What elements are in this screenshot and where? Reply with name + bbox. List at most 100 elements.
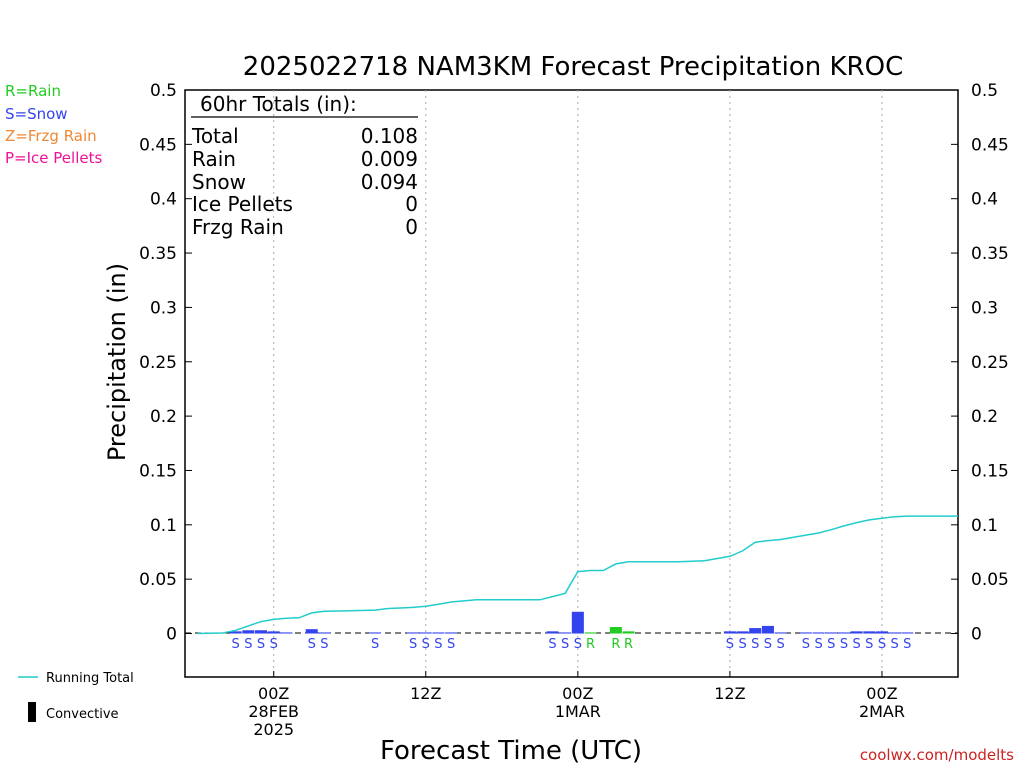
totals-box: 60hr Totals (in): Total 0.108 Rain 0.009… [191, 92, 418, 239]
totals-header: 60hr Totals (in): [200, 92, 357, 116]
totals-row-label: Frzg Rain [192, 215, 284, 239]
totals-row-label: Total [191, 124, 239, 148]
precip-bars [229, 611, 914, 634]
precip-type-label: S [409, 637, 417, 652]
precip-bar [850, 631, 863, 634]
precip-type-label: R [611, 637, 620, 652]
precip-type-label: R [586, 637, 595, 652]
x-tick-label: 00Z [562, 684, 593, 703]
chart-title: 2025022718 NAM3KM Forecast Precipitation… [243, 52, 903, 82]
precip-bar [546, 631, 559, 634]
x-tick-label: 12Z [714, 684, 745, 703]
y-tick-label-right: 0.15 [971, 461, 1009, 481]
precip-type-label: S [814, 637, 822, 652]
y-tick-label-right: 0.45 [971, 135, 1009, 155]
y-tick-label: 0.05 [139, 570, 177, 590]
precip-type-label: S [840, 637, 848, 652]
precip-type-label: R [624, 637, 633, 652]
precip-type-label: S [320, 637, 328, 652]
precip-type-label: S [852, 637, 860, 652]
precip-bar [267, 631, 280, 634]
x-tick-label: 12Z [410, 684, 441, 703]
y-tick-label: 0.15 [139, 461, 177, 481]
precip-type-label: S [764, 637, 772, 652]
running-total-line [197, 515, 958, 635]
series-legend: Running Total Convective [18, 671, 134, 722]
precip-bar [305, 629, 318, 634]
y-tick-label-right: 0.5 [971, 81, 998, 101]
precip-bar [875, 631, 888, 634]
precip-bar [571, 611, 584, 634]
precip-type-label: S [308, 637, 316, 652]
totals-row-value: 0 [405, 215, 418, 239]
precip-bar [622, 631, 635, 634]
x-tick-label: 2025 [253, 720, 294, 739]
y-tick-label-right: 0.3 [971, 298, 998, 318]
precip-type-label: S [257, 637, 265, 652]
precip-bar [280, 632, 293, 634]
precip-bar [609, 626, 622, 634]
precip-type-label: S [422, 637, 430, 652]
precip-type-label: S [751, 637, 759, 652]
precip-type-label: S [865, 637, 873, 652]
precip-bar [799, 632, 812, 634]
totals-row-label: Ice Pellets [192, 192, 293, 216]
precip-type-label: S [776, 637, 784, 652]
precip-type-label: S [726, 637, 734, 652]
precip-type-label: S [371, 637, 379, 652]
y-axis-left: 0 0.05 0.1 0.15 0.2 0.25 0.3 0.35 0.4 0.45 0.5 [139, 81, 192, 645]
precip-bar [825, 632, 838, 634]
y-tick-label: 0.1 [150, 516, 177, 536]
precip-type-label: S [244, 637, 252, 652]
y-axis-right: 0 0.05 0.1 0.15 0.2 0.25 0.3 0.35 0.4 0.45 0.5 [951, 81, 1009, 645]
y-tick-label: 0.4 [150, 190, 177, 210]
precip-type-label: S [561, 637, 569, 652]
precip-bar [723, 631, 736, 634]
key-snow-label: S=Snow [5, 105, 68, 123]
x-tick-label: 28FEB [248, 702, 299, 721]
totals-row-label: Rain [192, 147, 236, 171]
precip-bar [407, 632, 420, 634]
key-frzg-rain-label: Z=Frzg Rain [5, 127, 97, 145]
y-tick-label: 0.25 [139, 353, 177, 373]
precip-bar [863, 631, 876, 634]
totals-row-value: 0.108 [361, 124, 418, 148]
precip-bar [774, 632, 787, 634]
precip-bar [559, 632, 572, 634]
precip-bar [255, 630, 268, 634]
grid-lines [273, 90, 883, 677]
precip-type-label: S [827, 637, 835, 652]
y-tick-label-right: 0.2 [971, 407, 998, 427]
precip-type-label: S [802, 637, 810, 652]
y-axis-label: Precipitation (in) [103, 263, 131, 461]
precip-bar [812, 632, 825, 634]
precip-bar [432, 632, 445, 634]
precip-bar [242, 630, 255, 634]
precip-bar [761, 625, 774, 634]
key-legend: R=Rain S=Snow Z=Frzg Rain P=Ice Pellets [5, 82, 102, 167]
y-tick-label: 0 [166, 625, 177, 645]
totals-row-value: 0.094 [361, 170, 418, 194]
precip-type-label: S [232, 637, 240, 652]
x-tick-label: 1MAR [555, 702, 601, 721]
key-rain-label: R=Rain [5, 82, 61, 100]
precip-bar [445, 632, 458, 634]
precip-bar [584, 632, 597, 634]
precip-bar [229, 631, 242, 634]
x-tick-label: 2MAR [859, 702, 905, 721]
x-tick-label: 00Z [866, 684, 897, 703]
precip-type-label: S [891, 637, 899, 652]
totals-row-value: 0.009 [361, 147, 418, 171]
precip-type-label: S [574, 637, 582, 652]
legend-convective-label: Convective [46, 707, 119, 722]
y-tick-label: 0.45 [139, 135, 177, 155]
y-tick-label: 0.5 [150, 81, 177, 101]
y-tick-label: 0.3 [150, 298, 177, 318]
precip-bar [318, 632, 331, 634]
y-tick-label-right: 0 [971, 625, 982, 645]
y-tick-label-right: 0.4 [971, 190, 998, 210]
